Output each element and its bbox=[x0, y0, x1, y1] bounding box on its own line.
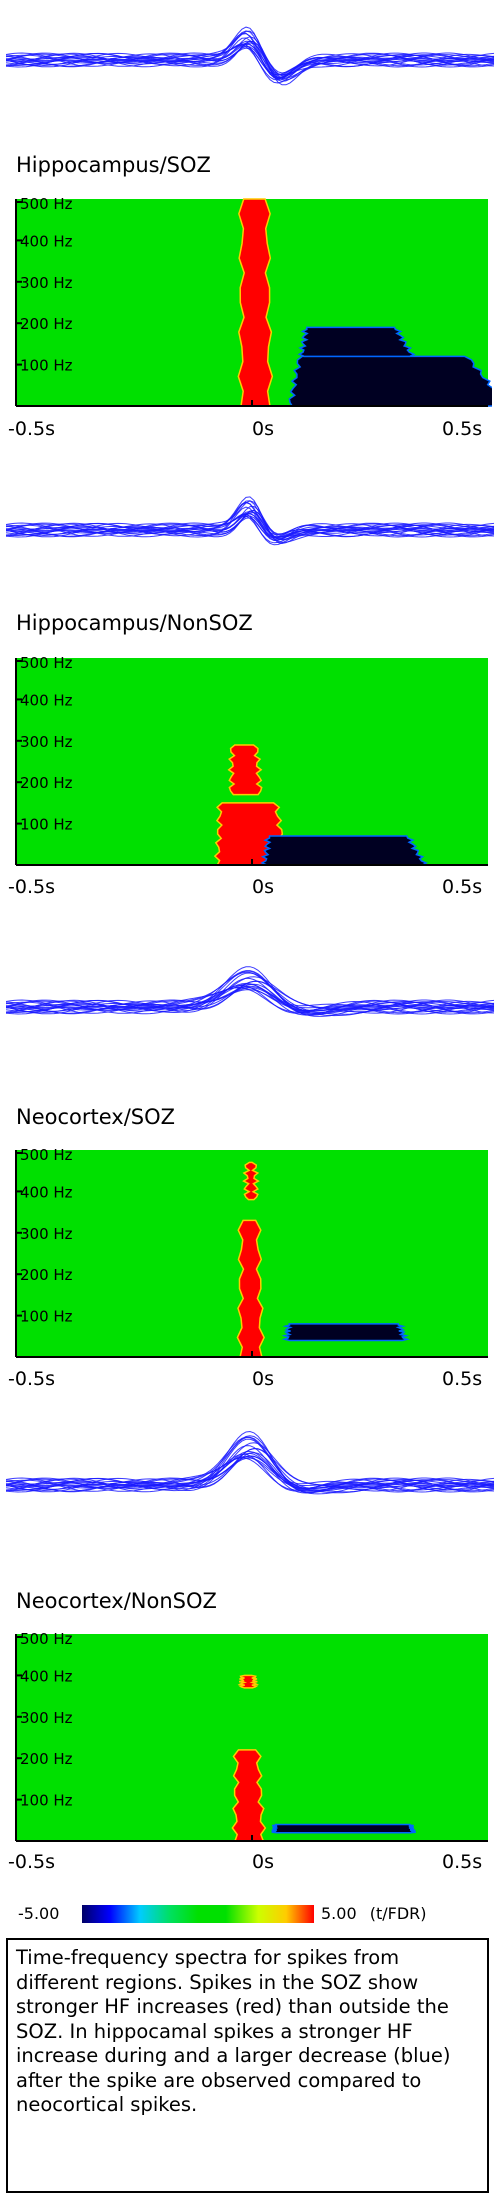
frequency-tick-label: 500 Hz bbox=[20, 656, 73, 672]
frequency-tick-label: 300 Hz bbox=[20, 733, 73, 751]
colorbar bbox=[82, 1905, 314, 1923]
spike-trace bbox=[6, 989, 495, 1014]
frequency-tick-label: 400 Hz bbox=[20, 232, 73, 250]
spike-trace bbox=[6, 985, 495, 1017]
frequency-tick-label: 100 Hz bbox=[20, 1792, 73, 1810]
panel-title-hippocampus-soz: Hippocampus/SOZ bbox=[16, 153, 211, 177]
frequency-tick-label: 100 Hz bbox=[20, 357, 73, 375]
hf-increase-region bbox=[242, 1161, 260, 1201]
hf-decrease-region bbox=[281, 1323, 410, 1342]
time-tick-end: 0.5s bbox=[442, 876, 483, 898]
spike-trace bbox=[6, 43, 495, 76]
frequency-tick-label: 400 Hz bbox=[20, 691, 73, 709]
colorbar-max-label: 5.00 bbox=[321, 1904, 357, 1923]
spike-trace bbox=[6, 970, 494, 1014]
waveform-neocortex-nonsoz bbox=[6, 1430, 495, 1495]
frequency-tick-label: 200 Hz bbox=[20, 315, 73, 333]
waveform-neocortex-soz bbox=[6, 966, 495, 1017]
spike-trace bbox=[6, 1457, 495, 1492]
spike-trace bbox=[6, 984, 495, 1014]
frequency-tick-label: 500 Hz bbox=[20, 1632, 73, 1648]
spike-trace bbox=[6, 40, 495, 74]
hf-decrease-region bbox=[288, 355, 492, 407]
panel-title-neocortex-nonsoz: Neocortex/NonSOZ bbox=[16, 1589, 217, 1613]
frequency-tick-label: 400 Hz bbox=[20, 1183, 73, 1201]
colorbar-max-group: 5.00 (t/FDR) bbox=[321, 1903, 427, 1925]
waveform-hippocampus-nonsoz bbox=[6, 496, 495, 546]
frequency-tick-label: 300 Hz bbox=[20, 1225, 73, 1243]
hf-decrease-region bbox=[271, 1823, 416, 1834]
figure-caption: Time-frequency spectra for spikes from d… bbox=[16, 1946, 451, 2116]
waveform-hippocampus-soz bbox=[6, 26, 495, 86]
colorbar-min-label: -5.00 bbox=[18, 1904, 60, 1923]
hf-decrease-region bbox=[297, 326, 416, 358]
panel-title-hippocampus-nonsoz: Hippocampus/NonSOZ bbox=[16, 611, 253, 635]
time-tick-end: 0.5s bbox=[442, 1368, 483, 1390]
spike-trace bbox=[6, 1435, 494, 1492]
frequency-tick-label: 500 Hz bbox=[20, 1148, 73, 1164]
spike-trace bbox=[6, 1457, 495, 1493]
time-tick-zero: 0s bbox=[252, 1368, 274, 1390]
frequency-tick-label: 500 Hz bbox=[20, 197, 73, 213]
spike-trace bbox=[6, 26, 495, 82]
spike-trace bbox=[6, 513, 495, 538]
time-tick-start: -0.5s bbox=[8, 1851, 55, 1873]
frequency-tick-label: 200 Hz bbox=[20, 1750, 73, 1768]
time-tick-end: 0.5s bbox=[442, 418, 483, 440]
spike-trace bbox=[6, 970, 495, 1015]
frequency-tick-label: 300 Hz bbox=[20, 1709, 73, 1727]
spectrogram-plot: 500 Hz 400 Hz 300 Hz 200 Hz 100 Hz bbox=[15, 1148, 488, 1358]
spike-trace bbox=[6, 980, 495, 1015]
spike-trace bbox=[6, 513, 495, 546]
time-tick-start: -0.5s bbox=[8, 1368, 55, 1390]
frequency-tick-label: 300 Hz bbox=[20, 274, 73, 292]
time-tick-zero: 0s bbox=[252, 1851, 274, 1873]
figure-caption-box: Time-frequency spectra for spikes from d… bbox=[6, 1938, 489, 2193]
hf-decrease-region bbox=[260, 835, 428, 866]
spike-trace bbox=[6, 43, 495, 84]
frequency-tick-label: 400 Hz bbox=[20, 1667, 73, 1685]
spectrogram-hippocampus-soz: 500 Hz 400 Hz 300 Hz 200 Hz 100 Hz bbox=[8, 197, 492, 410]
spectrogram-plot: 500 Hz 400 Hz 300 Hz 200 Hz 100 Hz bbox=[15, 656, 488, 866]
spike-trace bbox=[6, 500, 494, 545]
spectrogram-plot: 500 Hz 400 Hz 300 Hz 200 Hz 100 Hz bbox=[15, 197, 492, 407]
hf-increase-region bbox=[237, 1674, 260, 1689]
time-tick-end: 0.5s bbox=[442, 1851, 483, 1873]
frequency-tick-label: 100 Hz bbox=[20, 1308, 73, 1326]
spike-trace bbox=[6, 1438, 495, 1493]
spectrogram-hippocampus-nonsoz: 500 Hz 400 Hz 300 Hz 200 Hz 100 Hz bbox=[8, 656, 492, 869]
colorbar-unit-label: (t/FDR) bbox=[369, 1904, 427, 1923]
frequency-tick-label: 100 Hz bbox=[20, 816, 73, 834]
spike-trace bbox=[6, 47, 495, 79]
spike-trace bbox=[6, 30, 495, 80]
time-tick-start: -0.5s bbox=[8, 876, 55, 898]
time-tick-start: -0.5s bbox=[8, 418, 55, 440]
spike-trace bbox=[6, 517, 495, 542]
spike-trace bbox=[6, 1455, 495, 1495]
frequency-tick-label: 200 Hz bbox=[20, 774, 73, 792]
spike-trace bbox=[6, 30, 494, 86]
time-tick-zero: 0s bbox=[252, 418, 274, 440]
spectrogram-plot: 500 Hz 400 Hz 300 Hz 200 Hz 100 Hz bbox=[15, 1632, 488, 1842]
time-tick-zero: 0s bbox=[252, 876, 274, 898]
spectrogram-neocortex-soz: 500 Hz 400 Hz 300 Hz 200 Hz 100 Hz bbox=[8, 1148, 492, 1361]
frequency-tick-label: 200 Hz bbox=[20, 1266, 73, 1284]
hf-increase-region bbox=[237, 198, 274, 407]
spike-trace bbox=[6, 515, 495, 544]
panel-title-neocortex-soz: Neocortex/SOZ bbox=[16, 1105, 176, 1129]
hf-increase-region bbox=[227, 744, 263, 796]
spike-trace bbox=[6, 45, 495, 81]
spike-trace bbox=[6, 1436, 495, 1493]
spectrogram-neocortex-nonsoz: 500 Hz 400 Hz 300 Hz 200 Hz 100 Hz bbox=[8, 1632, 492, 1845]
hf-increase-region bbox=[231, 1749, 267, 1842]
hf-increase-region bbox=[236, 1219, 265, 1358]
spike-trace bbox=[6, 1448, 495, 1493]
spike-trace bbox=[6, 509, 495, 538]
